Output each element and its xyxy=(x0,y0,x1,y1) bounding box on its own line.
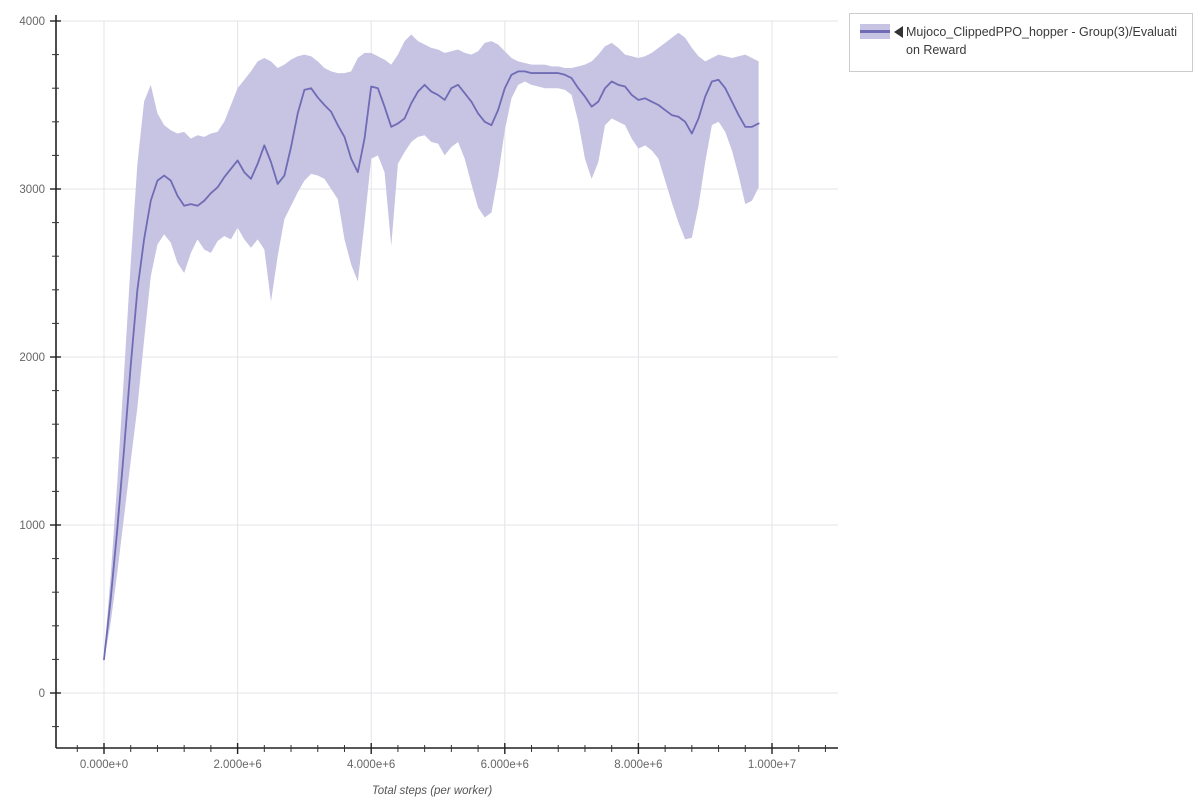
x-tick-label: 4.000e+6 xyxy=(347,759,395,771)
chart-legend[interactable]: Mujoco_ClippedPPO_hopper - Group(3)/Eval… xyxy=(849,13,1193,72)
y-tick-label: 3000 xyxy=(19,184,45,196)
mean-line xyxy=(103,70,760,661)
y-tick-label: 1000 xyxy=(19,520,45,532)
legend-label: Mujoco_ClippedPPO_hopper - Group(3)/Eval… xyxy=(906,25,1177,57)
left-triangle-icon xyxy=(894,26,903,38)
legend-item[interactable]: Mujoco_ClippedPPO_hopper - Group(3)/Eval… xyxy=(850,14,1192,59)
y-tick-label: 2000 xyxy=(19,352,45,364)
x-tick-label: 1.000e+7 xyxy=(748,759,796,771)
x-tick-label: 8.000e+6 xyxy=(614,759,662,771)
axis-layer xyxy=(50,15,838,754)
x-tick-label: 6.000e+6 xyxy=(481,759,529,771)
y-tick-label: 0 xyxy=(39,688,45,700)
tick-label-layer: 0 1000 2000 3000 4000 0.000e+0 2.000e+6 4.000e+… xyxy=(19,16,796,771)
y-tick-label: 4000 xyxy=(19,16,45,28)
legend-line-stroke xyxy=(860,30,890,33)
x-tick-label: 2.000e+6 xyxy=(213,759,261,771)
legend-swatch-icon xyxy=(860,24,890,39)
x-tick-label: 0.000e+0 xyxy=(80,759,128,771)
series-layer xyxy=(103,32,760,662)
confidence-band xyxy=(104,32,759,662)
x-axis-title: Total steps (per worker) xyxy=(372,785,493,797)
